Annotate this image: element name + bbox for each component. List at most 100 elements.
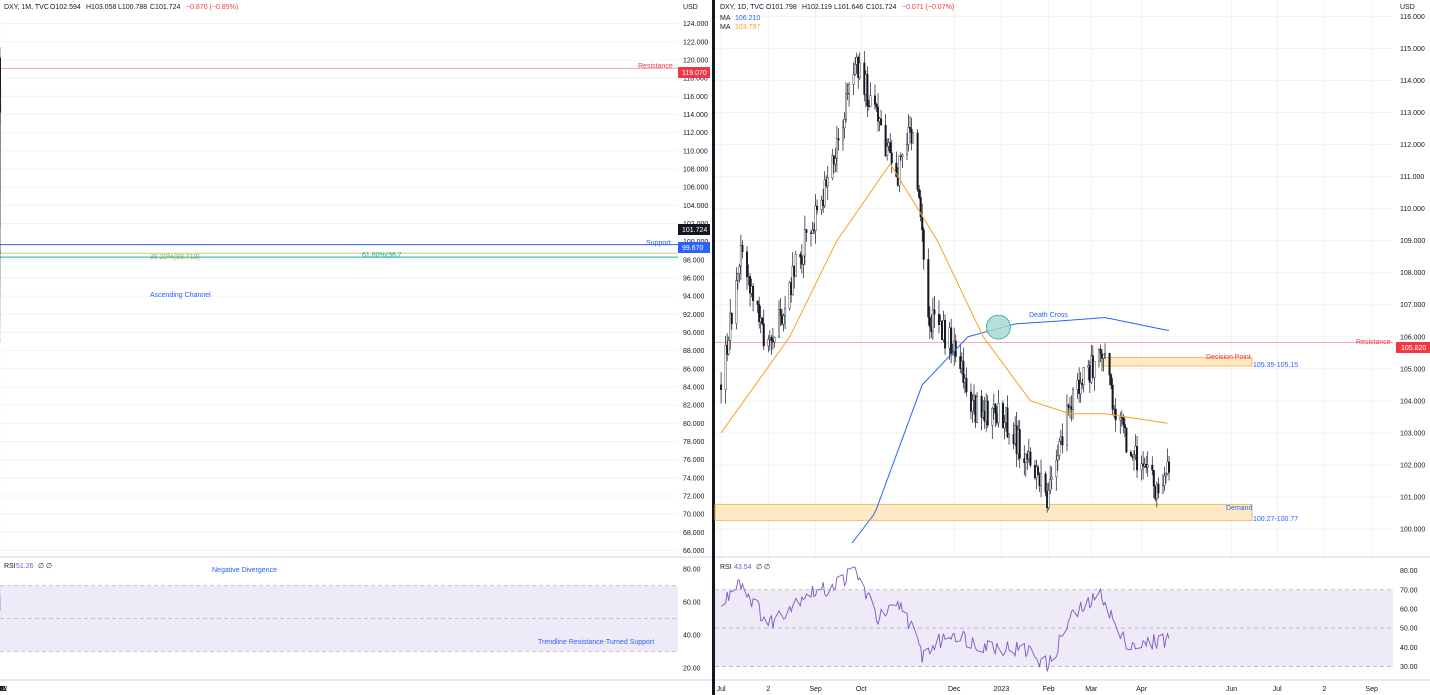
left-chart-panel[interactable]: DXY, 1M, TVC O102.594 H103.058 L100.788 … [0, 0, 712, 693]
right-axis-tick-label: 103.000 [1400, 430, 1425, 437]
daily-candle-body [1040, 473, 1043, 487]
right-time-axis[interactable]: Jul 2 Sep Oct Dec 2023 Feb Mar Apr Jun Jul 2 Sep [717, 686, 1378, 693]
daily-candle-body [802, 255, 805, 265]
right-header-low: L101.646 [834, 4, 863, 11]
right-chart-panel[interactable]: DXY, 1D, TVC O101.798 H102.119 L101.646 … [714, 0, 1430, 693]
daily-candle-body [909, 127, 912, 130]
right-time-tick-label: Jul [717, 686, 726, 693]
left-time-tick-label: 2014 [0, 686, 3, 693]
left-rsi-value: 51.26 [16, 563, 34, 570]
daily-candle-body [1037, 466, 1040, 475]
left-axis-tick-label: 72.000 [683, 493, 705, 500]
right-time-tick-label: Dec [948, 686, 961, 693]
left-axis-tick-label: 112.000 [683, 130, 708, 137]
left-axis-tick-label: 84.000 [683, 384, 705, 391]
daily-candle-body [745, 251, 748, 278]
daily-candle-body [875, 104, 878, 108]
left-rsi-extra: ∅ ∅ [38, 563, 52, 570]
right-header-change: −0.071 (−0.07%) [902, 4, 954, 11]
daily-candle-body [986, 400, 989, 426]
daily-candle-body [971, 400, 974, 412]
fib-61-label: 61.80%(98.7 [362, 252, 402, 259]
daily-candle-body [788, 282, 791, 309]
right-rsi-line [720, 566, 1170, 672]
left-axis-tick-label: 82.000 [683, 403, 705, 410]
left-level-lines[interactable] [0, 67, 678, 258]
left-annotation-resistance: Resistance [638, 63, 673, 70]
left-axis-tick-label: 80.000 [683, 421, 705, 428]
daily-candle-body [1114, 408, 1117, 421]
daily-candle-body [1099, 349, 1102, 354]
daily-candle-body [976, 396, 979, 423]
daily-candle-body [784, 307, 787, 316]
daily-candle-body [761, 317, 764, 325]
daily-candle-body [1079, 383, 1082, 394]
daily-candle-body [854, 64, 857, 75]
left-axis-tick-label: 90.000 [683, 330, 705, 337]
left-time-tick-label: 2002 [0, 686, 8, 693]
daily-candle-body [918, 189, 921, 198]
daily-candle-body [739, 245, 742, 267]
daily-candle-body [1152, 470, 1155, 487]
left-price-axis[interactable]: 124.000 122.000 120.000 118.000 116.000 114.0… [683, 21, 708, 555]
daily-candle-body [1050, 476, 1053, 480]
daily-candle-body [1055, 459, 1058, 478]
left-axis-tick-label: 86.000 [683, 366, 705, 373]
daily-candle-body [1157, 483, 1160, 494]
right-rsi-value: 43.54 [734, 564, 752, 571]
right-annotation-resistance: Resistance [1356, 339, 1391, 346]
daily-candle-body [991, 407, 994, 426]
daily-candle-body [933, 309, 936, 315]
daily-candle-body [756, 300, 759, 305]
right-time-tick-label: Oct [856, 686, 867, 693]
daily-candle-body [873, 95, 876, 105]
daily-candle-body [823, 179, 826, 207]
daily-candle-body [928, 316, 931, 327]
daily-candle-body [834, 158, 837, 165]
left-current-price-tag [678, 224, 710, 235]
daily-candle-body [730, 312, 733, 324]
right-axis-tick-label: 109.000 [1400, 238, 1425, 245]
daily-candle-body [816, 205, 819, 211]
left-axis-tick-label: 66.000 [683, 548, 705, 555]
daily-candle-body [1093, 361, 1096, 378]
right-axis-tick-label: 113.000 [1400, 110, 1425, 117]
daily-candle-body [1146, 464, 1149, 468]
daily-candle-body [869, 95, 872, 107]
right-rsi-tick-label: 50.00 [1400, 626, 1418, 633]
fib-38-label: 38.20%(98.719) [150, 254, 200, 261]
daily-candle-body [877, 106, 880, 122]
daily-candle-body [919, 197, 922, 218]
right-price-axis[interactable]: 116.000 115.000 114.000 113.000 112.000 111.0… [1400, 14, 1425, 534]
left-time-axis[interactable]: 2002200520082011201420172020202320262029… [0, 686, 8, 693]
daily-candle-body [1163, 475, 1166, 486]
daily-candle-body [927, 259, 930, 318]
right-header-close: C101.724 [866, 4, 896, 11]
daily-candle-body [997, 402, 1000, 424]
left-axis-tick-label: 108.000 [683, 166, 708, 173]
ma1-value: 106.210 [735, 15, 760, 22]
right-rsi-pane[interactable] [715, 566, 1393, 672]
left-axis-tick-label: 88.000 [683, 348, 705, 355]
left-time-tick-label: 2011 [0, 686, 4, 693]
right-axis-tick-label: 112.000 [1400, 142, 1425, 149]
daily-candle-body [835, 138, 838, 159]
right-axis-tick-label: 115.000 [1400, 46, 1425, 53]
left-axis-tick-label: 74.000 [683, 475, 705, 482]
daily-candle-body [858, 62, 861, 78]
right-header-high: H102.119 [802, 4, 832, 11]
left-header-close: C101.724 [150, 4, 180, 11]
right-zones[interactable] [714, 342, 1393, 521]
daily-candle-body [777, 309, 780, 338]
daily-candle-body [898, 155, 901, 186]
panel-divider[interactable] [712, 0, 715, 695]
left-rsi-pane[interactable] [0, 565, 678, 667]
daily-candle-body [1136, 446, 1139, 471]
left-axis-tick-label: 106.000 [683, 185, 708, 192]
daily-candle-body [1132, 454, 1135, 458]
daily-candle-body [890, 152, 893, 164]
right-rsi-extra: ∅ ∅ [756, 564, 770, 571]
left-support-price-label: 99.670 [682, 245, 704, 252]
left-axis-tick-label: 78.000 [683, 439, 705, 446]
